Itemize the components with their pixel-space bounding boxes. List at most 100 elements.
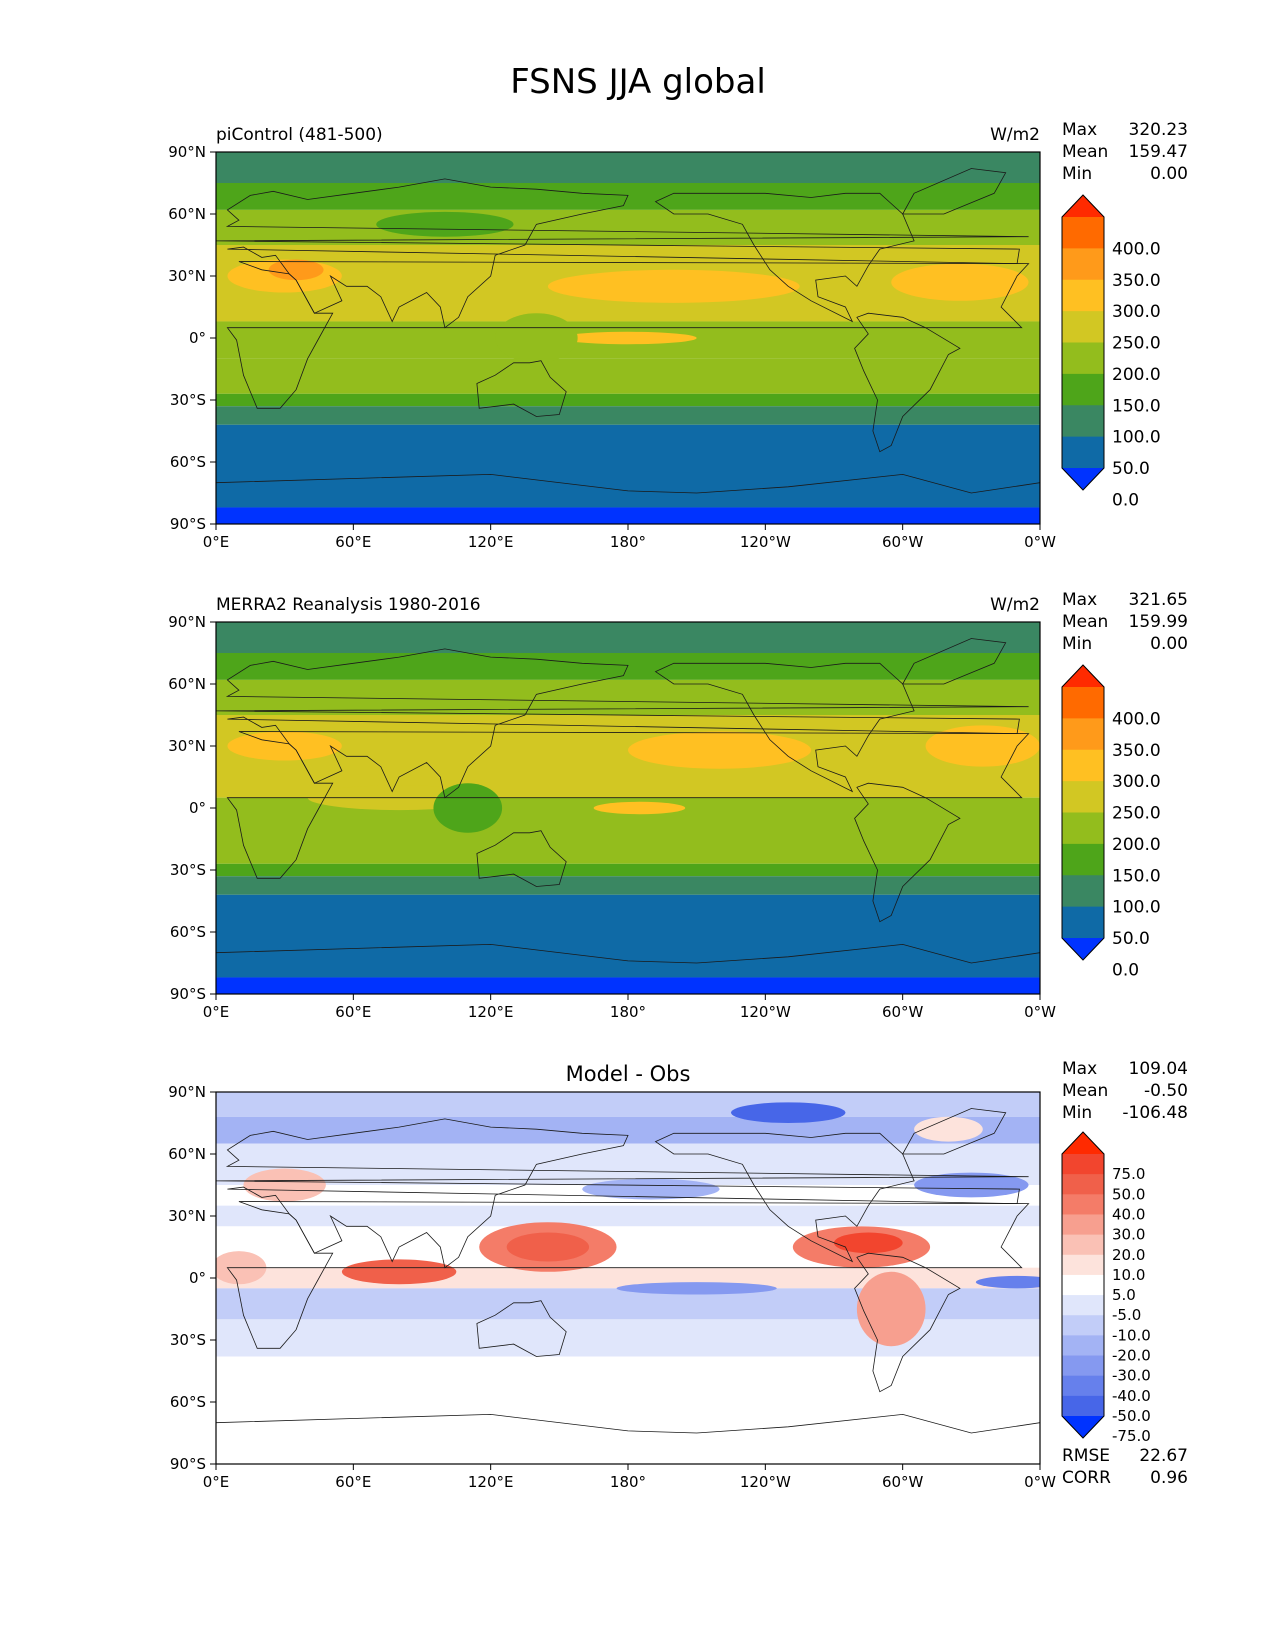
colorbar-outline: [1061, 194, 1105, 491]
zonal-band: [216, 622, 1040, 653]
colorbar-segment: [1062, 1214, 1104, 1236]
coastline: [902, 1108, 1007, 1155]
stat-max-label: Max: [1062, 590, 1097, 610]
zonal-band: [216, 209, 1040, 245]
colorbar-segment: [1062, 311, 1104, 343]
colorbar-label: 0.0: [1112, 960, 1139, 980]
x-tick-label: 0°W: [1024, 1473, 1056, 1491]
x-tick-label: 0°E: [203, 533, 230, 551]
corr-label: CORR: [1062, 1468, 1111, 1488]
field-patch: [914, 1116, 983, 1142]
stat-min-value: -106.48: [1122, 1103, 1188, 1123]
zonal-band: [216, 358, 1040, 394]
coastline: [902, 168, 1007, 215]
coastline: [476, 830, 567, 887]
zonal-band: [216, 1092, 1040, 1117]
coastline: [654, 662, 915, 793]
field-patch: [914, 1172, 1029, 1198]
y-tick-label: 90°S: [170, 1455, 206, 1473]
colorbar-segment: [1062, 1174, 1104, 1195]
field-patch: [559, 331, 697, 345]
field-patch: [628, 731, 812, 769]
coastline: [654, 1132, 915, 1263]
x-tick-label: 0°E: [203, 1003, 230, 1021]
y-tick-label: 90°N: [168, 613, 206, 631]
y-tick-label: 60°N: [168, 675, 206, 693]
field-patch: [227, 731, 342, 761]
stat-mean-value: 159.47: [1129, 142, 1188, 162]
zonal-band: [216, 1116, 1040, 1144]
colorbar-label: 20.0: [1112, 1246, 1145, 1264]
zonal-band: [216, 977, 1040, 994]
stat-mean-label: Mean: [1062, 1081, 1108, 1101]
panel-title-center: Model - Obs: [566, 1062, 691, 1086]
coastline: [216, 943, 1040, 964]
x-tick-label: 60°W: [882, 533, 924, 551]
field-patch: [834, 1232, 903, 1254]
coastline: [216, 648, 1029, 799]
y-tick-label: 60°N: [168, 1145, 206, 1163]
x-tick-label: 120°E: [468, 1473, 514, 1491]
colorbar-segment: [1062, 217, 1104, 249]
colorbar-label: 0.0: [1112, 490, 1139, 510]
colorbar-label: 30.0: [1112, 1226, 1145, 1244]
coastline: [226, 261, 1030, 409]
coastline: [854, 782, 961, 923]
colorbar-segment: [1062, 1295, 1104, 1316]
panel-units: W/m2: [990, 595, 1040, 615]
colorbar-label: -75.0: [1112, 1427, 1151, 1445]
colorbar-segment: [1062, 1355, 1104, 1377]
field-patch: [433, 783, 503, 833]
colorbar-extend-min: [1062, 1416, 1104, 1438]
colorbar-label: 10.0: [1112, 1266, 1145, 1284]
colorbar-label: -10.0: [1112, 1326, 1151, 1344]
x-tick-label: 0°W: [1024, 1003, 1056, 1021]
stat-min-label: Min: [1062, 1103, 1092, 1123]
zonal-band: [216, 152, 1040, 183]
coastline: [216, 1118, 1029, 1269]
colorbar-label: 400.0: [1112, 239, 1161, 259]
axis-ticks: 0°E 60°E 120°E 180° 120°W 60°W 0°W 90°N 60°N 30°N…: [168, 143, 1056, 551]
stat-max-label: Max: [1062, 120, 1097, 140]
field-patch: [506, 1232, 590, 1262]
y-tick-label: 60°S: [170, 453, 206, 471]
zonal-band: [216, 715, 1040, 798]
x-tick-label: 0°E: [203, 1473, 230, 1491]
y-tick-label: 60°S: [170, 1393, 206, 1411]
field-patch: [376, 211, 514, 237]
figure-title: FSNS JJA global: [510, 62, 766, 102]
x-tick-label: 120°W: [740, 1003, 791, 1021]
rmse-label: RMSE: [1062, 1446, 1110, 1466]
colorbar-label: 100.0: [1112, 428, 1161, 448]
coastline: [226, 1201, 1030, 1349]
colorbar-label: 250.0: [1112, 334, 1161, 354]
map-area: [215, 151, 1041, 525]
zonal-band: [216, 393, 1040, 407]
colorbar-segment: [1062, 436, 1104, 469]
coastline: [854, 312, 961, 453]
stat-max-value: 321.65: [1129, 590, 1188, 610]
colorbar-label: -50.0: [1112, 1407, 1151, 1425]
y-tick-label: 90°S: [170, 985, 206, 1003]
colorbar-segment: [1062, 1315, 1104, 1336]
colorbar-segment: [1062, 1254, 1104, 1276]
colorbar-label: -20.0: [1112, 1347, 1151, 1365]
colorbar-label: 400.0: [1112, 709, 1161, 729]
colorbar-outline: [1061, 664, 1105, 961]
coastline: [902, 638, 1007, 685]
stat-mean-label: Mean: [1062, 142, 1108, 162]
colorbar: 75.0 50.0 40.0 30.0 20.0 10.0 5.0 -5.0 -10.0 -20.…: [1061, 1131, 1151, 1445]
colorbar-segment: [1062, 875, 1104, 908]
stat-min-value: 0.00: [1150, 634, 1188, 654]
colorbar-segment: [1062, 1395, 1104, 1417]
zonal-band: [216, 863, 1040, 877]
coastline: [654, 192, 915, 323]
x-tick-label: 60°W: [882, 1003, 924, 1021]
coastline: [216, 1413, 1040, 1434]
stat-max-value: 320.23: [1129, 120, 1188, 140]
stat-mean-label: Mean: [1062, 612, 1108, 632]
field-patch: [731, 1102, 846, 1123]
zonal-band: [216, 653, 1040, 680]
x-tick-label: 120°W: [740, 1473, 791, 1491]
colorbar-label: 5.0: [1112, 1286, 1136, 1304]
